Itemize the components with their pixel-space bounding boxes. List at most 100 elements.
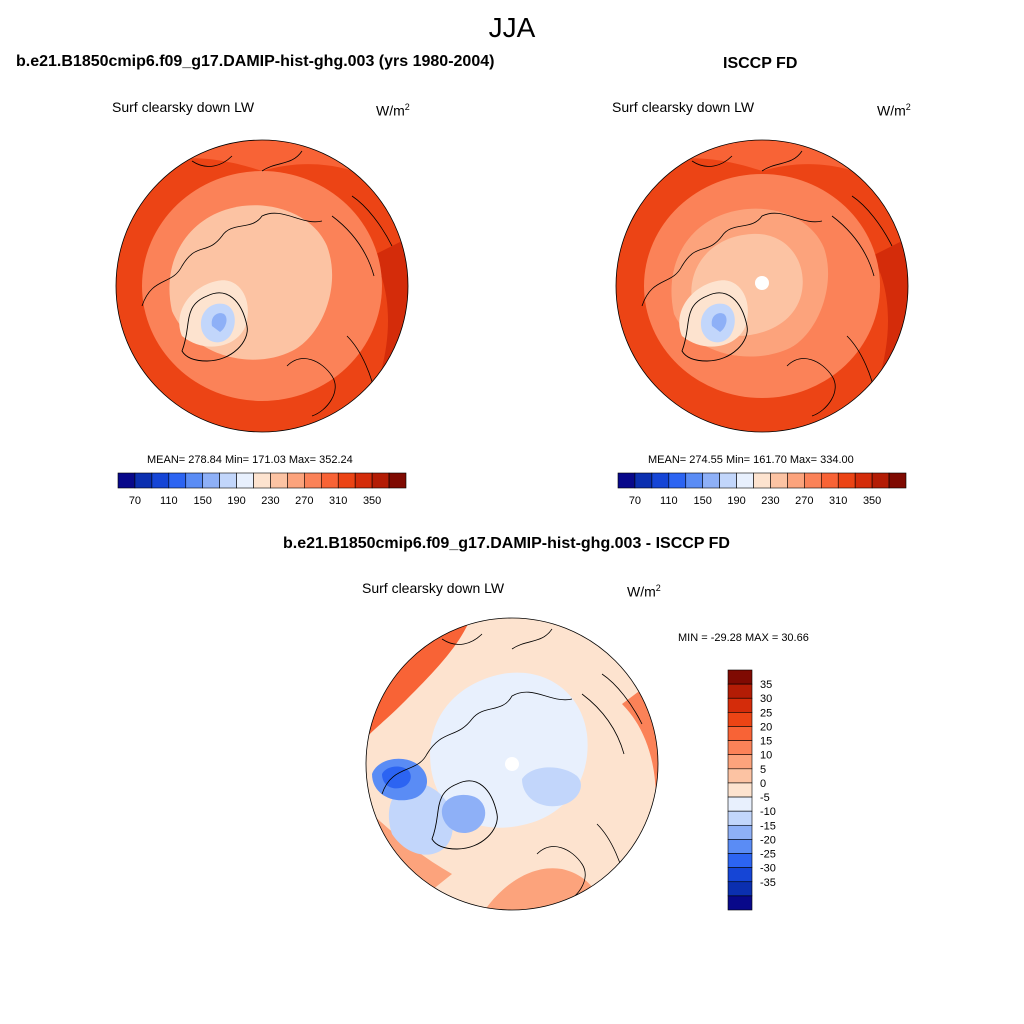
diff-units-base: W/m xyxy=(627,583,656,600)
diff-colorbar-tick-label: -35 xyxy=(760,877,776,889)
diff-colorbar-box xyxy=(727,712,753,727)
diff-map-border xyxy=(365,617,659,911)
obs-variable-label: Surf clearsky down LW xyxy=(612,99,755,115)
diff-colorbar-box xyxy=(727,839,753,854)
diff-colorbar-box xyxy=(727,867,753,883)
diff-field-archipelago-core xyxy=(382,766,411,789)
diff-panel-title: b.e21.B1850cmip6.f09_g17.DAMIP-hist-ghg.… xyxy=(283,535,730,552)
obs-colorbar-box xyxy=(770,472,788,489)
diff-colorbar-tick-label: -25 xyxy=(760,849,776,861)
diff-colorbar-box xyxy=(727,796,753,812)
diff-field-kara-cool xyxy=(522,767,581,807)
obs-colorbar-tick-label: 150 xyxy=(694,495,712,507)
model-colorbar-box xyxy=(151,472,170,489)
diff-colorbar-tick-label: -10 xyxy=(760,806,776,818)
obs-colorbar-tick-label: 110 xyxy=(660,495,678,507)
diff-colorbar-tick-label: -5 xyxy=(760,792,770,804)
model-stats: MEAN= 278.84 Min= 171.03 Max= 352.24 xyxy=(147,454,353,466)
obs-colorbar-ticks: 70 110 150 190 230 270 310 350 xyxy=(629,495,881,507)
obs-colorbar-tick-label: 310 xyxy=(829,495,847,507)
obs-units: W/m2 xyxy=(877,102,911,119)
diff-field-pacific-warm xyxy=(622,674,658,910)
diff-colorbar-boxes xyxy=(727,669,753,911)
diff-colorbar-box xyxy=(727,768,753,784)
diff-colorbar-box xyxy=(727,683,753,699)
model-colorbar-ticks: 70 110 150 190 230 270 310 350 xyxy=(129,495,381,507)
model-colorbar-box xyxy=(219,472,237,489)
model-colorbar-tick-label: 70 xyxy=(129,495,141,507)
obs-colorbar-box xyxy=(888,472,907,489)
model-colorbar-boxes xyxy=(117,472,407,489)
model-colorbar-tick-label: 150 xyxy=(194,495,212,507)
model-coastline-north-america xyxy=(141,212,323,307)
obs-colorbar-tick-label: 350 xyxy=(863,495,881,507)
diff-colorbar-box xyxy=(727,697,753,713)
obs-panel-title: ISCCP FD xyxy=(723,55,798,72)
obs-colorbar-box xyxy=(736,472,754,489)
model-colorbar-box xyxy=(202,472,220,489)
diff-colorbar-tick-label: 30 xyxy=(760,693,772,705)
model-coastline-greenland xyxy=(181,292,248,362)
model-units-exponent: 2 xyxy=(404,102,410,112)
diff-colorbar-tick-label: 15 xyxy=(760,736,772,748)
obs-colorbar-box xyxy=(651,472,670,489)
model-units-base: W/m xyxy=(376,102,405,119)
diff-colorbar-tick-label: 20 xyxy=(760,721,772,733)
model-coastline-siberia xyxy=(331,195,393,277)
obs-colorbar-box xyxy=(854,472,873,489)
model-colorbar-box xyxy=(270,472,288,489)
diff-units: W/m2 xyxy=(627,583,661,600)
diff-colorbar-box xyxy=(727,754,753,770)
model-colorbar-box xyxy=(168,472,187,489)
obs-colorbar-box xyxy=(668,472,687,489)
model-colorbar-box xyxy=(185,472,204,489)
obs-colorbar-tick-label: 230 xyxy=(761,495,779,507)
diff-colorbar-tick-label: 0 xyxy=(760,778,766,790)
diff-field-greenland-cool xyxy=(441,794,486,834)
model-colorbar: 70 110 150 190 230 270 310 350 xyxy=(117,472,407,507)
obs-coastline-bering xyxy=(691,150,803,172)
obs-colorbar-box xyxy=(871,472,890,489)
obs-colorbar-box xyxy=(787,472,805,489)
obs-colorbar-box xyxy=(702,472,720,489)
obs-units-exponent: 2 xyxy=(905,102,911,112)
diff-field-canada-cool xyxy=(388,783,453,855)
model-panel-title: b.e21.B1850cmip6.f09_g17.DAMIP-hist-ghg.… xyxy=(16,53,495,70)
obs-stats: MEAN= 274.55 Min= 161.70 Max= 334.00 xyxy=(648,454,854,466)
diff-stats: MIN = -29.28 MAX = 30.66 xyxy=(678,632,809,644)
obs-colorbar-box xyxy=(634,472,653,489)
obs-colorbar-box xyxy=(837,472,856,489)
model-colorbar-tick-label: 310 xyxy=(329,495,347,507)
obs-colorbar-box xyxy=(685,472,704,489)
model-colorbar-tick-label: 270 xyxy=(295,495,313,507)
diff-colorbar-tick-label: 35 xyxy=(760,679,772,691)
diff-colorbar-box xyxy=(727,669,753,685)
model-colorbar-box xyxy=(304,472,322,489)
diff-units-exponent: 2 xyxy=(655,583,661,593)
obs-colorbar-box xyxy=(804,472,822,489)
diff-colorbar-tick-label: -20 xyxy=(760,834,776,846)
diff-colorbar-tick-label: -15 xyxy=(760,820,776,832)
model-colorbar-box xyxy=(236,472,254,489)
diff-colorbar-box xyxy=(727,824,753,840)
obs-colorbar-box xyxy=(820,472,839,489)
diff-colorbar-ticks: 35 30 25 20 15 10 5 0 -5 -10 -15 -20 -25 -30 -35 xyxy=(760,679,776,889)
model-colorbar-box xyxy=(371,472,390,489)
model-map-border xyxy=(115,139,409,433)
diff-pole-missing-data xyxy=(505,757,519,771)
obs-colorbar-box xyxy=(753,472,771,489)
obs-colorbar-tick-label: 190 xyxy=(727,495,745,507)
model-variable-label: Surf clearsky down LW xyxy=(112,99,255,115)
diff-colorbar-box xyxy=(727,810,753,826)
diff-colorbar-box xyxy=(727,782,753,798)
diff-colorbar-box xyxy=(727,853,753,868)
model-colorbar-box xyxy=(320,472,339,489)
diff-colorbar-box xyxy=(727,740,753,756)
model-colorbar-tick-label: 350 xyxy=(363,495,381,507)
model-coastline-bering xyxy=(191,150,303,172)
model-colorbar-tick-label: 230 xyxy=(261,495,279,507)
model-field-greenland-core xyxy=(211,313,227,332)
model-colorbar-box xyxy=(117,472,136,489)
diff-colorbar-box xyxy=(727,895,753,911)
obs-map-border xyxy=(615,139,909,433)
